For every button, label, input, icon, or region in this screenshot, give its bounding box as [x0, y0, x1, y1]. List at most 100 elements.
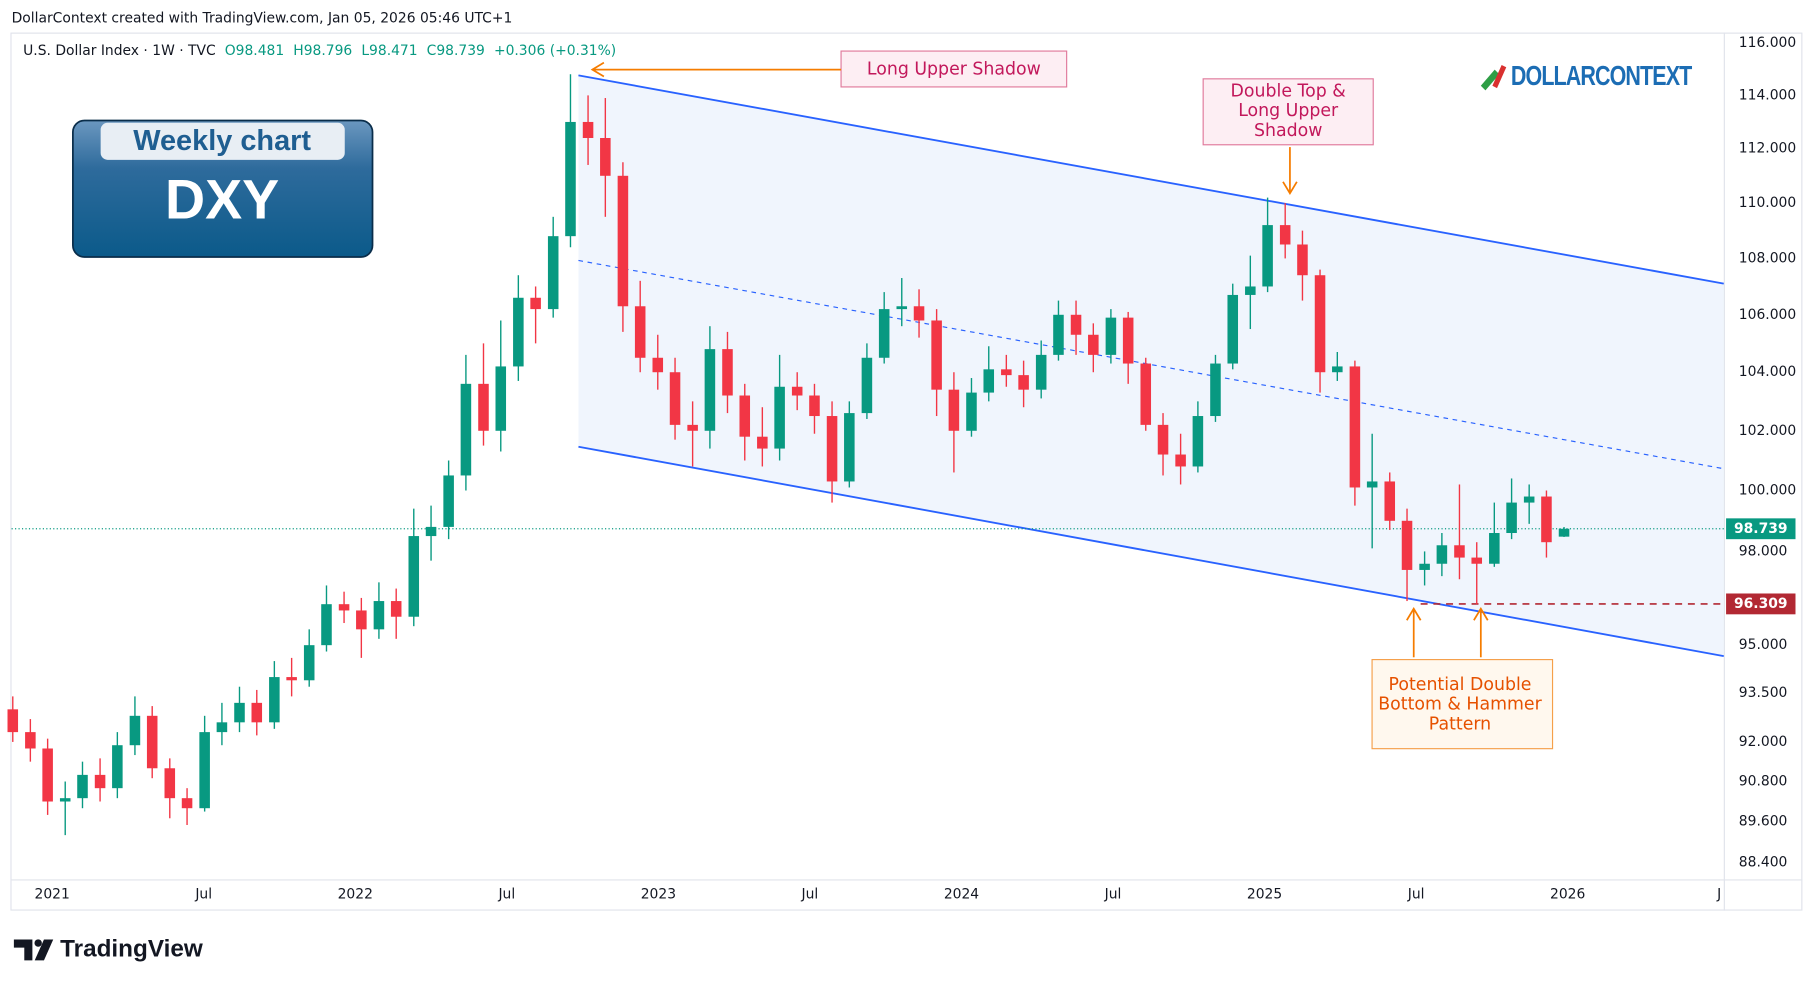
- annotation-text: Long Upper Shadow: [867, 60, 1041, 80]
- candle-body: [1105, 317, 1117, 355]
- candle-body: [826, 416, 838, 482]
- ohlc-high: H98.796: [293, 43, 352, 59]
- axes: 116.000 114.000 112.000 110.000 108.000 106.0…: [35, 35, 1797, 903]
- candle-body: [59, 798, 71, 802]
- candle-body: [1140, 363, 1152, 425]
- x-tick-label: 2026: [1550, 886, 1585, 902]
- channel-lower: [578, 445, 1724, 658]
- candle-body: [896, 306, 908, 310]
- candle-body: [269, 677, 280, 723]
- x-tick-label: Jul: [801, 886, 819, 902]
- ohlc-close: C98.739: [427, 43, 485, 59]
- last-price-label: 98.739: [1734, 521, 1788, 537]
- annotation-double-bottom: Potential Double Bottom & Hammer Pattern: [1371, 607, 1554, 750]
- candle-body: [251, 702, 263, 723]
- candle-body: [1210, 363, 1221, 417]
- x-tick-label: J: [1716, 886, 1721, 902]
- candle-body: [1471, 557, 1483, 564]
- annotation-text: Potential Double Bottom & Hammer Pattern: [1378, 675, 1542, 734]
- candle-body: [757, 436, 768, 449]
- arrow-head: [590, 61, 605, 78]
- candle-body: [1279, 225, 1291, 245]
- last-price-box: [1726, 518, 1796, 540]
- candle-body: [94, 774, 106, 789]
- candle-body: [1401, 520, 1413, 570]
- candle-body: [1245, 286, 1256, 295]
- candle-body: [1035, 354, 1047, 390]
- candle-body: [321, 604, 332, 646]
- x-tick-label: 2025: [1247, 886, 1282, 902]
- annotation-double-top: Double Top & Long Upper Shadow: [1202, 78, 1374, 196]
- candle-body: [1053, 314, 1064, 355]
- ohlc-open: O98.481: [225, 43, 284, 59]
- symbol: U.S. Dollar Index · 1W · TVC: [23, 43, 216, 59]
- candle-body: [1262, 225, 1273, 287]
- annotation-line: Long Upper Shadow: [867, 60, 1041, 80]
- y-tick-label: 104.000: [1739, 364, 1796, 380]
- candle-body: [1436, 545, 1448, 564]
- candle-body: [164, 768, 176, 799]
- candle-body: [1070, 314, 1082, 335]
- candle-body: [809, 395, 820, 417]
- candle-body: [356, 610, 367, 630]
- candle-body: [966, 392, 977, 431]
- candle-body: [704, 349, 716, 431]
- candle-body: [513, 297, 524, 367]
- candle-body: [634, 306, 646, 358]
- badge: Weekly chart DXY: [72, 119, 374, 258]
- candle-body: [1349, 366, 1361, 488]
- candle-body: [390, 601, 402, 617]
- candle-body: [1157, 424, 1169, 455]
- candle-body: [1384, 481, 1396, 521]
- candle-body: [844, 413, 855, 482]
- candle-body: [547, 236, 559, 310]
- candles: [7, 74, 1570, 836]
- y-tick-label: 88.400: [1739, 854, 1788, 870]
- y-tick-label: 92.000: [1739, 734, 1788, 750]
- candle-body: [1314, 275, 1326, 373]
- candle-body: [722, 349, 733, 396]
- annotation-box: [1202, 78, 1374, 146]
- candle-body: [42, 748, 53, 802]
- y-tick-label: 112.000: [1739, 141, 1796, 157]
- candle-body: [1332, 366, 1343, 373]
- candle-body: [1366, 481, 1378, 488]
- y-tick-label: 106.000: [1739, 307, 1796, 323]
- candle-body: [181, 798, 193, 809]
- arrow-head: [1406, 607, 1422, 621]
- candle-body: [25, 732, 36, 749]
- channel: [578, 74, 1724, 658]
- candle-body: [7, 709, 19, 733]
- annotation-box: [1371, 659, 1554, 750]
- candle-body: [460, 383, 472, 476]
- candle-body: [791, 386, 803, 396]
- candle-body: [1122, 317, 1134, 364]
- candle-body: [878, 309, 890, 358]
- logo-icon-2: [1492, 64, 1507, 89]
- y-tick-label: 89.600: [1739, 814, 1788, 830]
- support-box: [1726, 593, 1796, 615]
- annotation-line: Shadow: [1254, 121, 1322, 141]
- candle-body: [617, 175, 629, 307]
- candle-body: [687, 424, 698, 431]
- change: +0.306 (+0.31%): [494, 43, 616, 59]
- candle-body: [234, 702, 245, 723]
- logo-icon: [1480, 69, 1500, 91]
- tv-mark: [13, 939, 33, 961]
- candle-body: [373, 601, 385, 630]
- y-tick-label: 93.500: [1739, 685, 1788, 701]
- candle-body: [948, 389, 960, 431]
- header-credit: DollarContext created with TradingView.c…: [12, 11, 513, 27]
- candle-body: [1175, 454, 1186, 467]
- candle-body: [565, 121, 576, 237]
- candle-body: [478, 383, 489, 431]
- candle-body: [146, 715, 158, 769]
- candle-body: [913, 306, 925, 321]
- y-tick-label: 108.000: [1739, 250, 1796, 266]
- y-tick-label: 110.000: [1739, 195, 1796, 211]
- candle-body: [1454, 545, 1465, 558]
- candle-body: [495, 366, 507, 431]
- candle-body: [1541, 496, 1552, 543]
- candle-body: [129, 715, 141, 746]
